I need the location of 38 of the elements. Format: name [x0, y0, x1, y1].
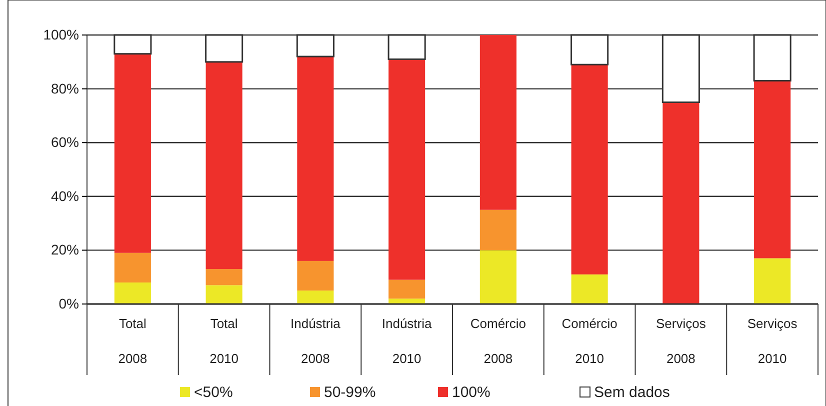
bar	[206, 269, 242, 286]
bar	[571, 64, 608, 274]
legend-label: Sem dados	[594, 384, 670, 401]
y-tick-label: 100%	[43, 26, 79, 42]
category-label: Indústria 2008	[290, 316, 340, 366]
bar	[388, 298, 426, 304]
y-tick-label: 0%	[58, 295, 79, 312]
y-tick-label: 80%	[50, 80, 79, 96]
bar	[206, 62, 242, 270]
bar	[571, 274, 608, 304]
bar	[480, 210, 516, 250]
bar	[662, 102, 700, 304]
bar	[297, 56, 334, 261]
legend-label: 100%	[452, 384, 490, 401]
legend-label: 50-99%	[324, 384, 376, 401]
bar	[480, 250, 516, 304]
y-tick-label: 60%	[50, 134, 79, 150]
bar	[114, 54, 151, 253]
bar	[114, 252, 151, 282]
bar	[754, 258, 791, 304]
category-label: Total 2008	[118, 316, 148, 366]
category-label: Comércio 2010	[562, 316, 618, 366]
legend-label: <50%	[194, 384, 233, 401]
bar	[388, 59, 426, 280]
category-label: Comércio 2008	[470, 316, 526, 366]
bar	[480, 35, 516, 210]
bar	[297, 260, 334, 291]
bar	[754, 80, 791, 258]
bar	[388, 280, 426, 299]
category-label: Total 2010	[210, 316, 239, 366]
y-tick-label: 40%	[50, 188, 79, 204]
bar	[297, 290, 334, 304]
bar	[206, 285, 242, 304]
bar	[114, 282, 151, 304]
y-tick-label: 20%	[50, 242, 79, 258]
category-label: Serviços 2008	[656, 316, 706, 366]
category-label: Serviços 2010	[747, 316, 798, 366]
category-label: Indústria 2010	[382, 316, 432, 366]
